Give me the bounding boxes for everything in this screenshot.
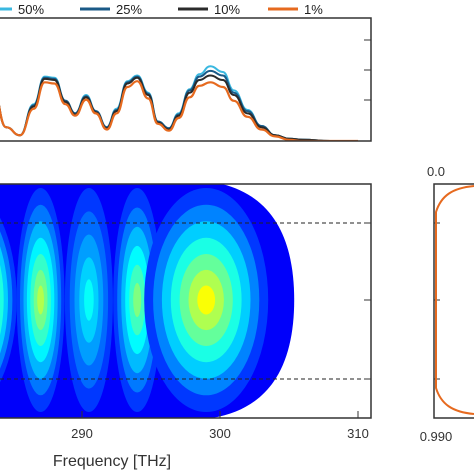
series-line [0, 65, 358, 141]
legend-entry: 25% [80, 2, 142, 17]
profile-panel-frame [433, 183, 474, 419]
legend-label: 50% [18, 2, 44, 17]
map-panel-frame [0, 183, 372, 419]
series-line [0, 80, 358, 141]
map-contour [84, 279, 94, 321]
x-tick-label: 300 [209, 426, 231, 441]
x-tick-label: 310 [347, 426, 369, 441]
map-contour [133, 282, 142, 318]
legend-entry: 50% [0, 2, 44, 17]
profile-curve [435, 378, 474, 415]
legend: 50% 25% 10% 1% [0, 2, 323, 17]
profile-curve [435, 185, 474, 222]
legend-label: 25% [116, 2, 142, 17]
legend-entry: 10% [178, 2, 240, 17]
map-contour [0, 264, 4, 336]
spectrum-panel-frame [0, 17, 372, 142]
profile-top-tick-label: 0.0 [427, 164, 445, 179]
profile-panel: 0.0 0.990 [420, 164, 474, 444]
map-x-axis-title: Frequency [THz] [53, 453, 171, 470]
x-tick-label: 290 [71, 426, 93, 441]
legend-label: 1% [304, 2, 323, 17]
series-line [0, 74, 358, 141]
legend-entry: 1% [268, 2, 323, 17]
legend-label: 10% [214, 2, 240, 17]
map-contour [37, 285, 44, 315]
map-contour [197, 285, 216, 315]
spectrum-panel [0, 17, 372, 142]
series-line [0, 69, 358, 141]
profile-bottom-tick-label: 0.990 [420, 429, 453, 444]
map-panel: 290 300 310 Frequency [THz] [0, 183, 372, 470]
map-contour [0, 246, 8, 354]
